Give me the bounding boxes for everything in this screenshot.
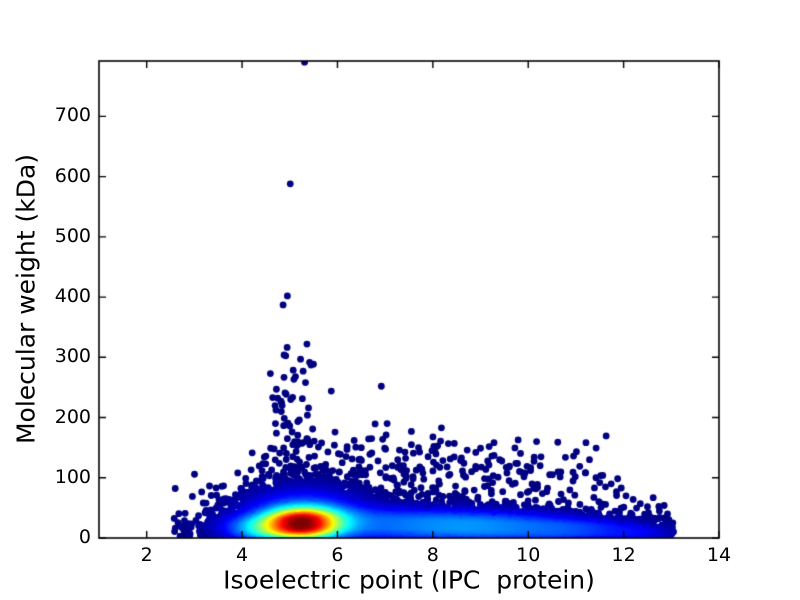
y-axis-label: Molecular weight (kDa) (11, 153, 41, 445)
x-axis-label: Isoelectric point (IPC protein) (223, 565, 595, 595)
